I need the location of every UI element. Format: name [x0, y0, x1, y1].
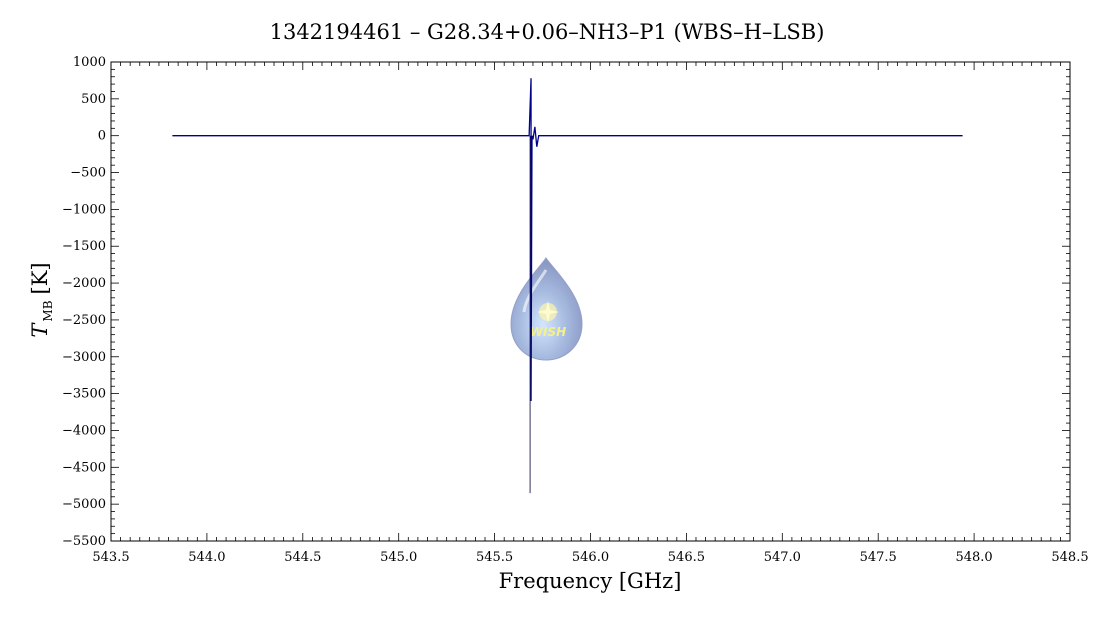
- x-tick-label: 544.5: [284, 550, 321, 565]
- y-axis-label: TMB [K]: [28, 262, 55, 337]
- x-tick-labels: 543.5 544.0 544.5 545.0 545.5 546.0 546.5 547.0…: [92, 550, 1088, 565]
- y-tick-label: −3000: [62, 350, 106, 365]
- plot-area: [172, 78, 963, 494]
- y-tick-label: 500: [81, 92, 106, 107]
- y-tick-label: −5500: [62, 534, 106, 549]
- y-tick-label: −2000: [62, 276, 106, 291]
- x-tick-label: 547.5: [860, 550, 897, 565]
- y-tick-label: −5000: [62, 497, 106, 512]
- star-icon: [537, 301, 559, 323]
- watermark-text: WISH: [530, 325, 566, 339]
- x-tick-label: 545.5: [476, 550, 513, 565]
- x-tick-label: 546.0: [572, 550, 609, 565]
- y-axis-label-symbol: T: [28, 322, 52, 338]
- y-axis-label-subscript: MB: [41, 300, 55, 321]
- y-tick-label: −3500: [62, 387, 106, 402]
- y-axis-label-unit: [K]: [28, 262, 52, 294]
- x-tick-label: 543.5: [92, 550, 129, 565]
- x-axis-label: Frequency [GHz]: [499, 569, 682, 593]
- y-tick-label: −4500: [62, 460, 106, 475]
- y-tick-label: −2500: [62, 313, 106, 328]
- x-tick-label: 545.0: [380, 550, 417, 565]
- y-tick-label: −500: [70, 166, 106, 181]
- y-tick-labels: 1000 500 0 −500 −1000 −1500 −2000 −2500 −3000 −35…: [62, 55, 106, 549]
- y-tick-label: −1500: [62, 239, 106, 254]
- x-tick-label: 544.0: [188, 550, 225, 565]
- x-tick-label: 546.5: [668, 550, 705, 565]
- wish-watermark-logo: WISH: [510, 257, 583, 361]
- axis-ticks: [110, 61, 1071, 542]
- spectrum-series-line: [172, 78, 963, 401]
- x-tick-label: 548.5: [1051, 550, 1088, 565]
- y-tick-label: −1000: [62, 202, 106, 217]
- y-tick-label: −4000: [62, 423, 106, 438]
- y-tick-label: 0: [98, 129, 106, 144]
- plot-frame: [110, 61, 1071, 542]
- x-tick-label: 548.0: [955, 550, 992, 565]
- svg-text:TMB[K]: TMB [K]: [28, 262, 55, 337]
- chart-title: 1342194461 – G28.34+0.06–NH3–P1 (WBS–H–L…: [270, 20, 825, 44]
- x-tick-label: 547.0: [764, 550, 801, 565]
- y-tick-label: 1000: [73, 55, 106, 70]
